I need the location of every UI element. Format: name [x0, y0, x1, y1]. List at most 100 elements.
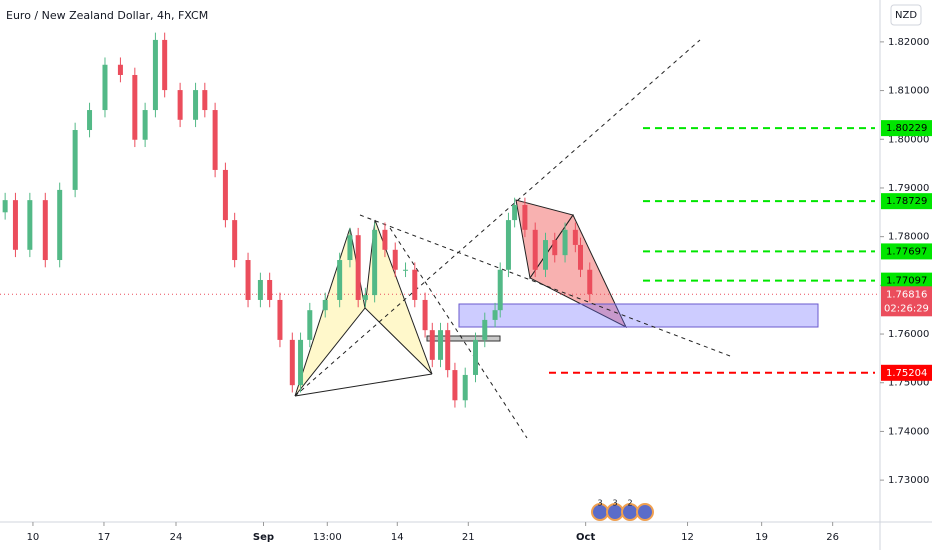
last-price-box: [881, 286, 932, 317]
y-tick-label: 1.78000: [888, 232, 929, 243]
pattern-line: [294, 373, 433, 397]
x-tick-label: 17: [98, 532, 111, 543]
trend-line: [294, 39, 701, 397]
candle-body: [473, 339, 479, 375]
candle-body: [72, 130, 78, 190]
candle-body: [42, 200, 48, 261]
candle-body: [222, 169, 228, 221]
level-label-box: [881, 272, 932, 289]
candle-body: [162, 39, 168, 91]
candle-body: [512, 205, 518, 221]
candle-body: [438, 330, 444, 360]
x-tick-label: 26: [826, 532, 839, 543]
candle-body: [382, 229, 388, 250]
level-label-box: [881, 364, 932, 381]
pattern-triangle: [364, 219, 433, 375]
candle-body: [522, 205, 528, 230]
drawings: [294, 39, 819, 439]
badge-count: 2: [627, 499, 632, 508]
candle-body: [412, 269, 418, 300]
currency-button[interactable]: [890, 4, 922, 26]
candle-body: [422, 299, 428, 331]
level-label-box: [881, 193, 932, 210]
level-label: 1.77697: [886, 246, 927, 257]
candle-body: [452, 370, 458, 401]
x-tick-label: Oct: [576, 532, 595, 543]
candle-body: [177, 90, 183, 120]
trend-line: [389, 227, 528, 439]
y-tick-label: 1.80000: [888, 134, 929, 145]
x-tick-label: 13:00: [313, 532, 342, 543]
level-label: 1.78729: [886, 196, 927, 207]
candle-body: [445, 330, 451, 371]
badge-count: 3: [612, 499, 617, 508]
level-label: 1.75204: [886, 368, 927, 379]
candle-body: [587, 269, 593, 295]
candle-body: [497, 269, 503, 311]
level-label: 1.77097: [886, 276, 927, 287]
level-label-box: [881, 243, 932, 260]
chart-title: Euro / New Zealand Dollar, 4h, FXCM: [6, 9, 208, 22]
y-tick-label: 1.81000: [888, 86, 929, 97]
candle-body: [462, 374, 468, 401]
y-tick-label: 1.76000: [888, 329, 929, 340]
candle-body: [505, 220, 511, 270]
candle-body: [372, 229, 378, 296]
candle-body: [337, 260, 343, 300]
candle-body: [267, 279, 273, 300]
y-tick-label: 1.74000: [888, 426, 929, 437]
last-price-label: 1.76816: [886, 289, 927, 300]
candle-body: [289, 339, 295, 386]
event-badges: [591, 503, 654, 521]
candle-body: [245, 260, 251, 300]
candle-body: [429, 330, 435, 360]
badge[interactable]: [636, 503, 654, 521]
candle-body: [403, 269, 409, 271]
trend-line: [359, 214, 731, 357]
candle-body: [362, 295, 368, 300]
candle-body: [392, 249, 398, 270]
candle-body: [27, 200, 33, 250]
candle-body: [257, 279, 263, 300]
candle-body: [202, 90, 208, 111]
candle-body: [355, 235, 361, 300]
candle-body: [532, 229, 538, 270]
candle-body: [347, 235, 353, 261]
candle-body: [298, 339, 304, 386]
candle-body: [562, 229, 568, 256]
countdown-label: 02:26:29: [884, 303, 929, 314]
candle-body: [322, 299, 328, 311]
candle-body: [277, 299, 283, 340]
candle-body: [57, 189, 63, 261]
y-tick-label: 1.75000: [888, 378, 929, 389]
x-tick-label: 10: [27, 532, 40, 543]
candle-body: [2, 200, 8, 213]
candle-body: [232, 220, 238, 261]
candle-body: [87, 110, 93, 131]
candle-body: [572, 229, 578, 245]
x-tick-label: 12: [681, 532, 694, 543]
candle-body: [552, 240, 558, 256]
candle-body: [12, 200, 18, 250]
candle-body: [577, 244, 583, 270]
x-tick-label: Sep: [253, 532, 274, 543]
level-label: 1.80229: [886, 123, 927, 134]
currency-label[interactable]: NZD: [895, 10, 917, 21]
x-tick-label: 19: [755, 532, 768, 543]
x-tick-label: 24: [170, 532, 183, 543]
candle-body: [212, 110, 218, 170]
candle-body: [132, 74, 138, 140]
x-tick-label: 21: [462, 532, 475, 543]
candle-body: [142, 110, 148, 140]
zone-rectangle: [458, 303, 819, 328]
candles: [2, 32, 593, 408]
candle-body: [542, 240, 548, 270]
zone-rectangle: [426, 335, 501, 342]
candle-body: [152, 39, 158, 111]
candle-body: [102, 64, 108, 111]
badge-count: 3: [597, 499, 602, 508]
candle-body: [492, 310, 498, 320]
y-tick-label: 1.82000: [888, 37, 929, 48]
